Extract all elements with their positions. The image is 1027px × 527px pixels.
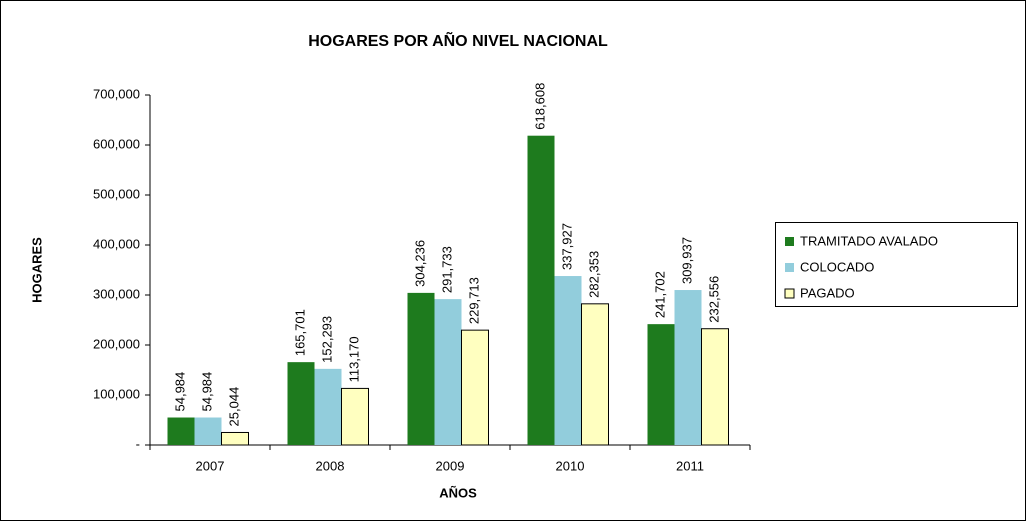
value-label: 232,556 (706, 276, 721, 323)
value-label: 113,170 (346, 336, 361, 382)
bar (341, 387, 369, 446)
y-tick-label: 200,000 (93, 336, 140, 351)
bar (581, 303, 609, 446)
y-tick-label: 600,000 (93, 136, 140, 151)
value-label: 229,713 (466, 277, 481, 324)
value-label: 282,353 (586, 251, 601, 298)
y-tick-label: - (136, 436, 140, 451)
legend-swatch (784, 288, 795, 299)
y-tick-label: 700,000 (93, 86, 140, 101)
value-label: 337,927 (559, 223, 574, 270)
legend-label: PAGADO (800, 285, 855, 300)
bar (221, 431, 249, 446)
y-axis-label: HOGARES (29, 237, 44, 303)
y-tick-label: 100,000 (93, 386, 140, 401)
bar (527, 135, 555, 446)
y-tick-label: 300,000 (93, 286, 140, 301)
x-tick-label: 2011 (676, 458, 704, 473)
x-tick-label: 2010 (556, 458, 585, 473)
y-tick-label: 500,000 (93, 186, 140, 201)
value-label: 618,608 (532, 83, 547, 130)
value-label: 241,702 (652, 271, 667, 318)
value-label: 54,984 (199, 372, 214, 412)
value-label: 304,236 (412, 240, 427, 287)
value-label: 54,984 (172, 372, 187, 412)
chart-title: HOGARES POR AÑO NIVEL NACIONAL (308, 30, 608, 50)
bar (554, 276, 582, 445)
bar (674, 290, 702, 445)
value-label: 291,733 (439, 246, 454, 293)
legend-swatch (785, 263, 794, 272)
x-tick-label: 2009 (436, 458, 465, 473)
x-axis-label: AÑOS (439, 485, 477, 500)
value-label: 152,293 (319, 316, 334, 363)
bar (461, 329, 489, 446)
x-tick-label: 2008 (316, 458, 345, 473)
bar (647, 324, 675, 445)
bar (701, 328, 729, 446)
legend-label: TRAMITADO AVALADO (800, 233, 938, 248)
x-tick-label: 2007 (196, 458, 225, 473)
bar (194, 417, 222, 445)
value-label: 309,937 (679, 237, 694, 284)
value-label: 165,701 (292, 309, 307, 356)
legend-swatch (785, 237, 794, 246)
y-tick-label: 400,000 (93, 236, 140, 251)
value-label: 25,044 (226, 387, 241, 427)
bar (434, 299, 462, 445)
legend-box (775, 222, 1018, 307)
bar (287, 362, 315, 445)
bar (407, 292, 435, 445)
bar (167, 417, 195, 445)
legend-label: COLOCADO (800, 259, 874, 274)
bar (314, 368, 342, 445)
